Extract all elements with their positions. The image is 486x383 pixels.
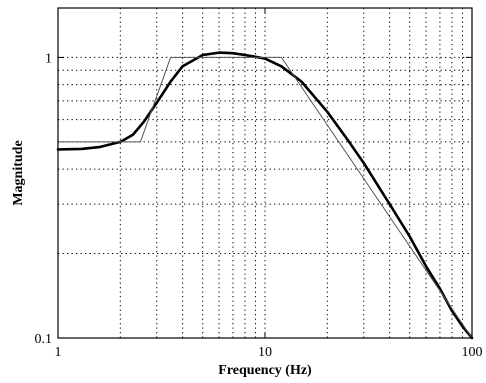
x-tick-label: 1 [55, 345, 62, 360]
y-tick-label: 1 [45, 51, 52, 66]
x-axis-label: Frequency (Hz) [218, 363, 312, 378]
y-tick-label: 0.1 [35, 332, 53, 347]
grid-layer [58, 8, 472, 338]
x-tick-label: 100 [462, 345, 483, 360]
series-layer [56, 51, 474, 340]
asymptote-line [57, 56, 473, 339]
magnitude-curve [56, 51, 474, 340]
x-tick-label: 10 [258, 345, 272, 360]
y-axis-label: Magnitude [11, 140, 26, 205]
